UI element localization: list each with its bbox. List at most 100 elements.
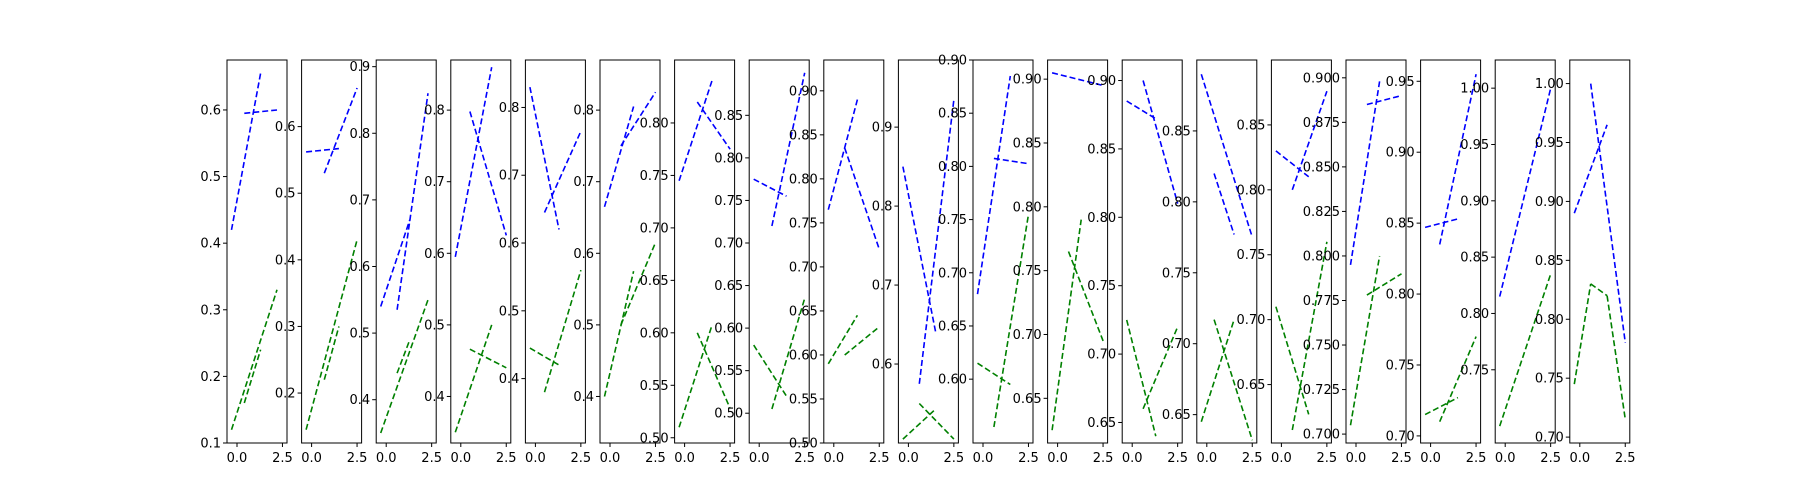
series-line-8-1 (753, 178, 787, 197)
subplot-5: 0.4 0.5 0.6 0.7 0.8 0.0 2.5 (499, 59, 591, 466)
y-tick-label: 0.75 (640, 169, 669, 184)
series-line-3-2 (396, 93, 429, 310)
y-tick-label: 0.95 (1535, 136, 1564, 151)
x-tick-label: 2.5 (272, 451, 293, 466)
series-line-10-4 (918, 402, 955, 440)
x-tick-label: 2.5 (869, 451, 890, 466)
y-tick-label: 0.80 (1162, 195, 1191, 210)
y-tick-label: 0.90 (1013, 73, 1042, 88)
y-tick-label: 0.60 (938, 373, 967, 388)
subplot-16: 0.700 0.725 0.750 0.775 0.800 0.825 0.850 0.875… (1303, 59, 1412, 466)
subplot-7: 0.50 0.55 0.60 0.65 0.70 0.75 0.80 0.0 2.5 (640, 59, 740, 466)
y-tick-label: 0.700 (1303, 428, 1340, 443)
y-tick-label: 0.70 (714, 236, 743, 251)
y-tick-label: 0.80 (1460, 307, 1489, 322)
y-tick-label: 0.7 (573, 175, 594, 190)
series-line-14-2 (1213, 173, 1235, 235)
axes-frame (1121, 59, 1183, 444)
y-tick-label: 1.00 (1460, 82, 1489, 97)
x-tick-label: 0.0 (1420, 451, 1441, 466)
y-tick-label: 0.3 (200, 303, 221, 318)
x-tick-label: 0.0 (1569, 451, 1590, 466)
series-line-11-3 (977, 362, 1011, 386)
series-line-15-3 (1275, 306, 1310, 415)
series-line-13-4 (1142, 326, 1179, 410)
series-line-7-4 (696, 332, 731, 409)
y-tick-label: 0.85 (1087, 142, 1116, 157)
series-line-18-2 (1498, 273, 1552, 427)
series-line-15-1 (1275, 150, 1310, 178)
series-line-2-3 (305, 239, 358, 430)
y-tick-label: 1.00 (1535, 77, 1564, 92)
series-line-1-2 (244, 109, 278, 115)
x-tick-label: 0.0 (301, 451, 322, 466)
series-line-5-1 (529, 86, 560, 230)
y-tick-label: 0.80 (938, 160, 967, 175)
y-tick-label: 0.70 (1087, 348, 1116, 363)
y-tick-label: 0.7 (424, 175, 445, 190)
y-tick-label: 0.80 (1013, 200, 1042, 215)
x-tick-label: 2.5 (1317, 451, 1338, 466)
y-tick-label: 0.70 (1013, 328, 1042, 343)
series-line-4-1 (454, 67, 493, 258)
x-tick-label: 0.0 (749, 451, 770, 466)
y-tick-label: 0.50 (640, 431, 669, 446)
series-line-6-2 (620, 91, 657, 147)
series-line-15-4 (1291, 241, 1328, 431)
series-line-17-1 (1424, 218, 1459, 229)
y-tick-label: 0.90 (938, 54, 967, 69)
axes-frame (1196, 59, 1258, 444)
series-line-13-3 (1125, 319, 1157, 437)
axes-frame (897, 59, 959, 444)
series-line-19-5 (1606, 295, 1627, 420)
y-tick-label: 0.5 (573, 318, 594, 333)
y-tick-label: 0.65 (938, 319, 967, 334)
y-tick-label: 0.1 (200, 437, 221, 452)
series-line-9-3 (827, 314, 859, 365)
y-tick-label: 0.85 (1236, 118, 1265, 133)
y-tick-label: 0.70 (1386, 429, 1415, 444)
y-tick-label: 0.95 (1460, 138, 1489, 153)
y-tick-label: 0.7 (872, 279, 893, 294)
y-tick-label: 0.90 (1087, 74, 1116, 89)
series-line-17-2 (1438, 74, 1477, 245)
y-tick-label: 0.875 (1303, 116, 1340, 131)
x-tick-label: 0.0 (600, 451, 621, 466)
series-line-8-4 (771, 298, 806, 410)
series-line-17-4 (1438, 336, 1477, 423)
series-line-14-3 (1200, 319, 1235, 422)
series-line-1-4 (243, 349, 262, 404)
series-line-19-2 (1589, 83, 1627, 343)
subplot-1: 0.1 0.2 0.3 0.4 0.5 0.6 0.0 2.5 (200, 59, 293, 466)
series-line-2-2 (323, 87, 358, 174)
y-tick-label: 0.70 (640, 221, 669, 236)
x-tick-label: 2.5 (1167, 451, 1188, 466)
x-tick-label: 2.5 (645, 451, 666, 466)
series-line-19-1 (1573, 124, 1608, 214)
series-line-1-1 (230, 73, 262, 231)
y-tick-label: 0.75 (1162, 266, 1191, 281)
x-tick-label: 2.5 (1093, 451, 1114, 466)
y-tick-label: 0.75 (1386, 358, 1415, 373)
subplot-14: 0.65 0.70 0.75 0.80 0.85 0.0 2.5 (1162, 59, 1263, 466)
axes-frame (1569, 59, 1631, 444)
y-tick-label: 0.85 (1535, 254, 1564, 269)
subplot-13: 0.65 0.70 0.75 0.80 0.85 0.90 0.0 2.5 (1087, 59, 1188, 466)
y-tick-label: 0.70 (938, 266, 967, 281)
x-tick-label: 2.5 (496, 451, 517, 466)
series-line-6-1 (603, 106, 635, 208)
y-tick-label: 0.85 (714, 109, 743, 124)
y-tick-label: 0.9 (350, 60, 371, 75)
y-tick-label: 0.5 (275, 187, 296, 202)
y-tick-label: 0.4 (200, 237, 221, 252)
y-tick-label: 0.75 (1236, 248, 1265, 263)
series-line-6-4 (620, 242, 657, 326)
y-tick-label: 0.8 (350, 127, 371, 142)
y-tick-label: 0.85 (1460, 251, 1489, 266)
y-tick-label: 0.825 (1303, 205, 1340, 220)
series-line-9-4 (844, 326, 880, 356)
series-line-8-3 (753, 344, 788, 397)
y-tick-label: 0.80 (1535, 313, 1564, 328)
y-tick-label: 0.75 (1460, 363, 1489, 378)
axes-frame (301, 59, 363, 444)
